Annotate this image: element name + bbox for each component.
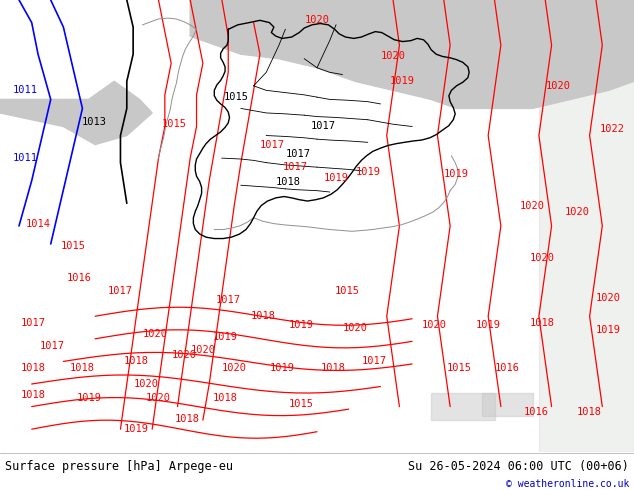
Text: 1018: 1018 (577, 407, 602, 417)
Text: 1020: 1020 (530, 252, 555, 263)
Text: 1018: 1018 (320, 363, 346, 373)
Text: 1017: 1017 (39, 341, 65, 351)
Text: 1020: 1020 (190, 345, 216, 355)
Text: 1015: 1015 (60, 241, 86, 251)
Text: 1020: 1020 (222, 363, 247, 373)
Text: Surface pressure [hPa] Arpege-eu: Surface pressure [hPa] Arpege-eu (5, 460, 233, 473)
Polygon shape (539, 81, 634, 452)
Text: 1020: 1020 (422, 320, 447, 330)
Text: 1017: 1017 (216, 295, 241, 305)
Text: 1017: 1017 (20, 318, 46, 328)
Text: 1018: 1018 (20, 391, 46, 400)
Text: 1015: 1015 (447, 363, 472, 373)
Text: 1020: 1020 (596, 293, 621, 303)
Text: 1015: 1015 (334, 286, 359, 296)
Text: 1020: 1020 (380, 51, 406, 61)
Polygon shape (431, 393, 495, 420)
Text: 1011: 1011 (13, 153, 38, 163)
Text: © weatheronline.co.uk: © weatheronline.co.uk (505, 479, 629, 490)
Text: 1019: 1019 (269, 363, 295, 373)
Text: 1016: 1016 (523, 407, 548, 417)
Text: 1011: 1011 (13, 85, 38, 96)
Text: 1017: 1017 (311, 122, 336, 131)
Text: 1017: 1017 (285, 148, 311, 159)
Text: 1020: 1020 (171, 350, 197, 360)
Text: 1015: 1015 (162, 119, 187, 129)
Text: 1015: 1015 (224, 92, 249, 102)
Text: 1018: 1018 (529, 318, 555, 328)
Text: 1020: 1020 (342, 322, 368, 333)
Text: 1019: 1019 (355, 167, 380, 177)
Text: Su 26-05-2024 06:00 UTC (00+06): Su 26-05-2024 06:00 UTC (00+06) (408, 460, 629, 473)
Polygon shape (190, 0, 634, 108)
Text: 1014: 1014 (25, 219, 51, 229)
Text: 1017: 1017 (108, 286, 133, 296)
Text: 1018: 1018 (276, 177, 301, 187)
Text: 1016: 1016 (495, 363, 520, 373)
Text: 1020: 1020 (520, 200, 545, 211)
Text: 1019: 1019 (596, 325, 621, 335)
Text: 1020: 1020 (545, 81, 571, 91)
Polygon shape (0, 81, 152, 145)
Text: 1017: 1017 (282, 162, 307, 172)
Text: 1018: 1018 (174, 414, 200, 424)
Text: 1018: 1018 (250, 311, 276, 321)
Text: 1017: 1017 (361, 356, 387, 367)
Text: 1019: 1019 (476, 320, 501, 330)
Text: 1020: 1020 (564, 207, 590, 218)
Text: 1015: 1015 (288, 399, 314, 409)
Text: 1017: 1017 (260, 140, 285, 149)
Text: 1020: 1020 (146, 392, 171, 403)
Text: 1016: 1016 (67, 273, 92, 283)
Text: 1019: 1019 (76, 392, 101, 403)
Text: 1022: 1022 (599, 124, 624, 134)
Text: 1019: 1019 (288, 320, 314, 330)
Text: 1020: 1020 (143, 329, 168, 339)
Text: 1019: 1019 (323, 173, 349, 183)
Polygon shape (482, 393, 533, 416)
Text: 1019: 1019 (124, 424, 149, 434)
Text: 1018: 1018 (124, 356, 149, 367)
Text: 1020: 1020 (304, 15, 330, 25)
Text: 1018: 1018 (20, 363, 46, 373)
Text: 1020: 1020 (133, 379, 158, 389)
Text: 1018: 1018 (70, 363, 95, 373)
Text: 1019: 1019 (390, 76, 415, 86)
Text: 1013: 1013 (81, 117, 107, 127)
Text: 1019: 1019 (444, 169, 469, 179)
Text: 1018: 1018 (212, 392, 238, 403)
Text: 1019: 1019 (212, 332, 238, 342)
